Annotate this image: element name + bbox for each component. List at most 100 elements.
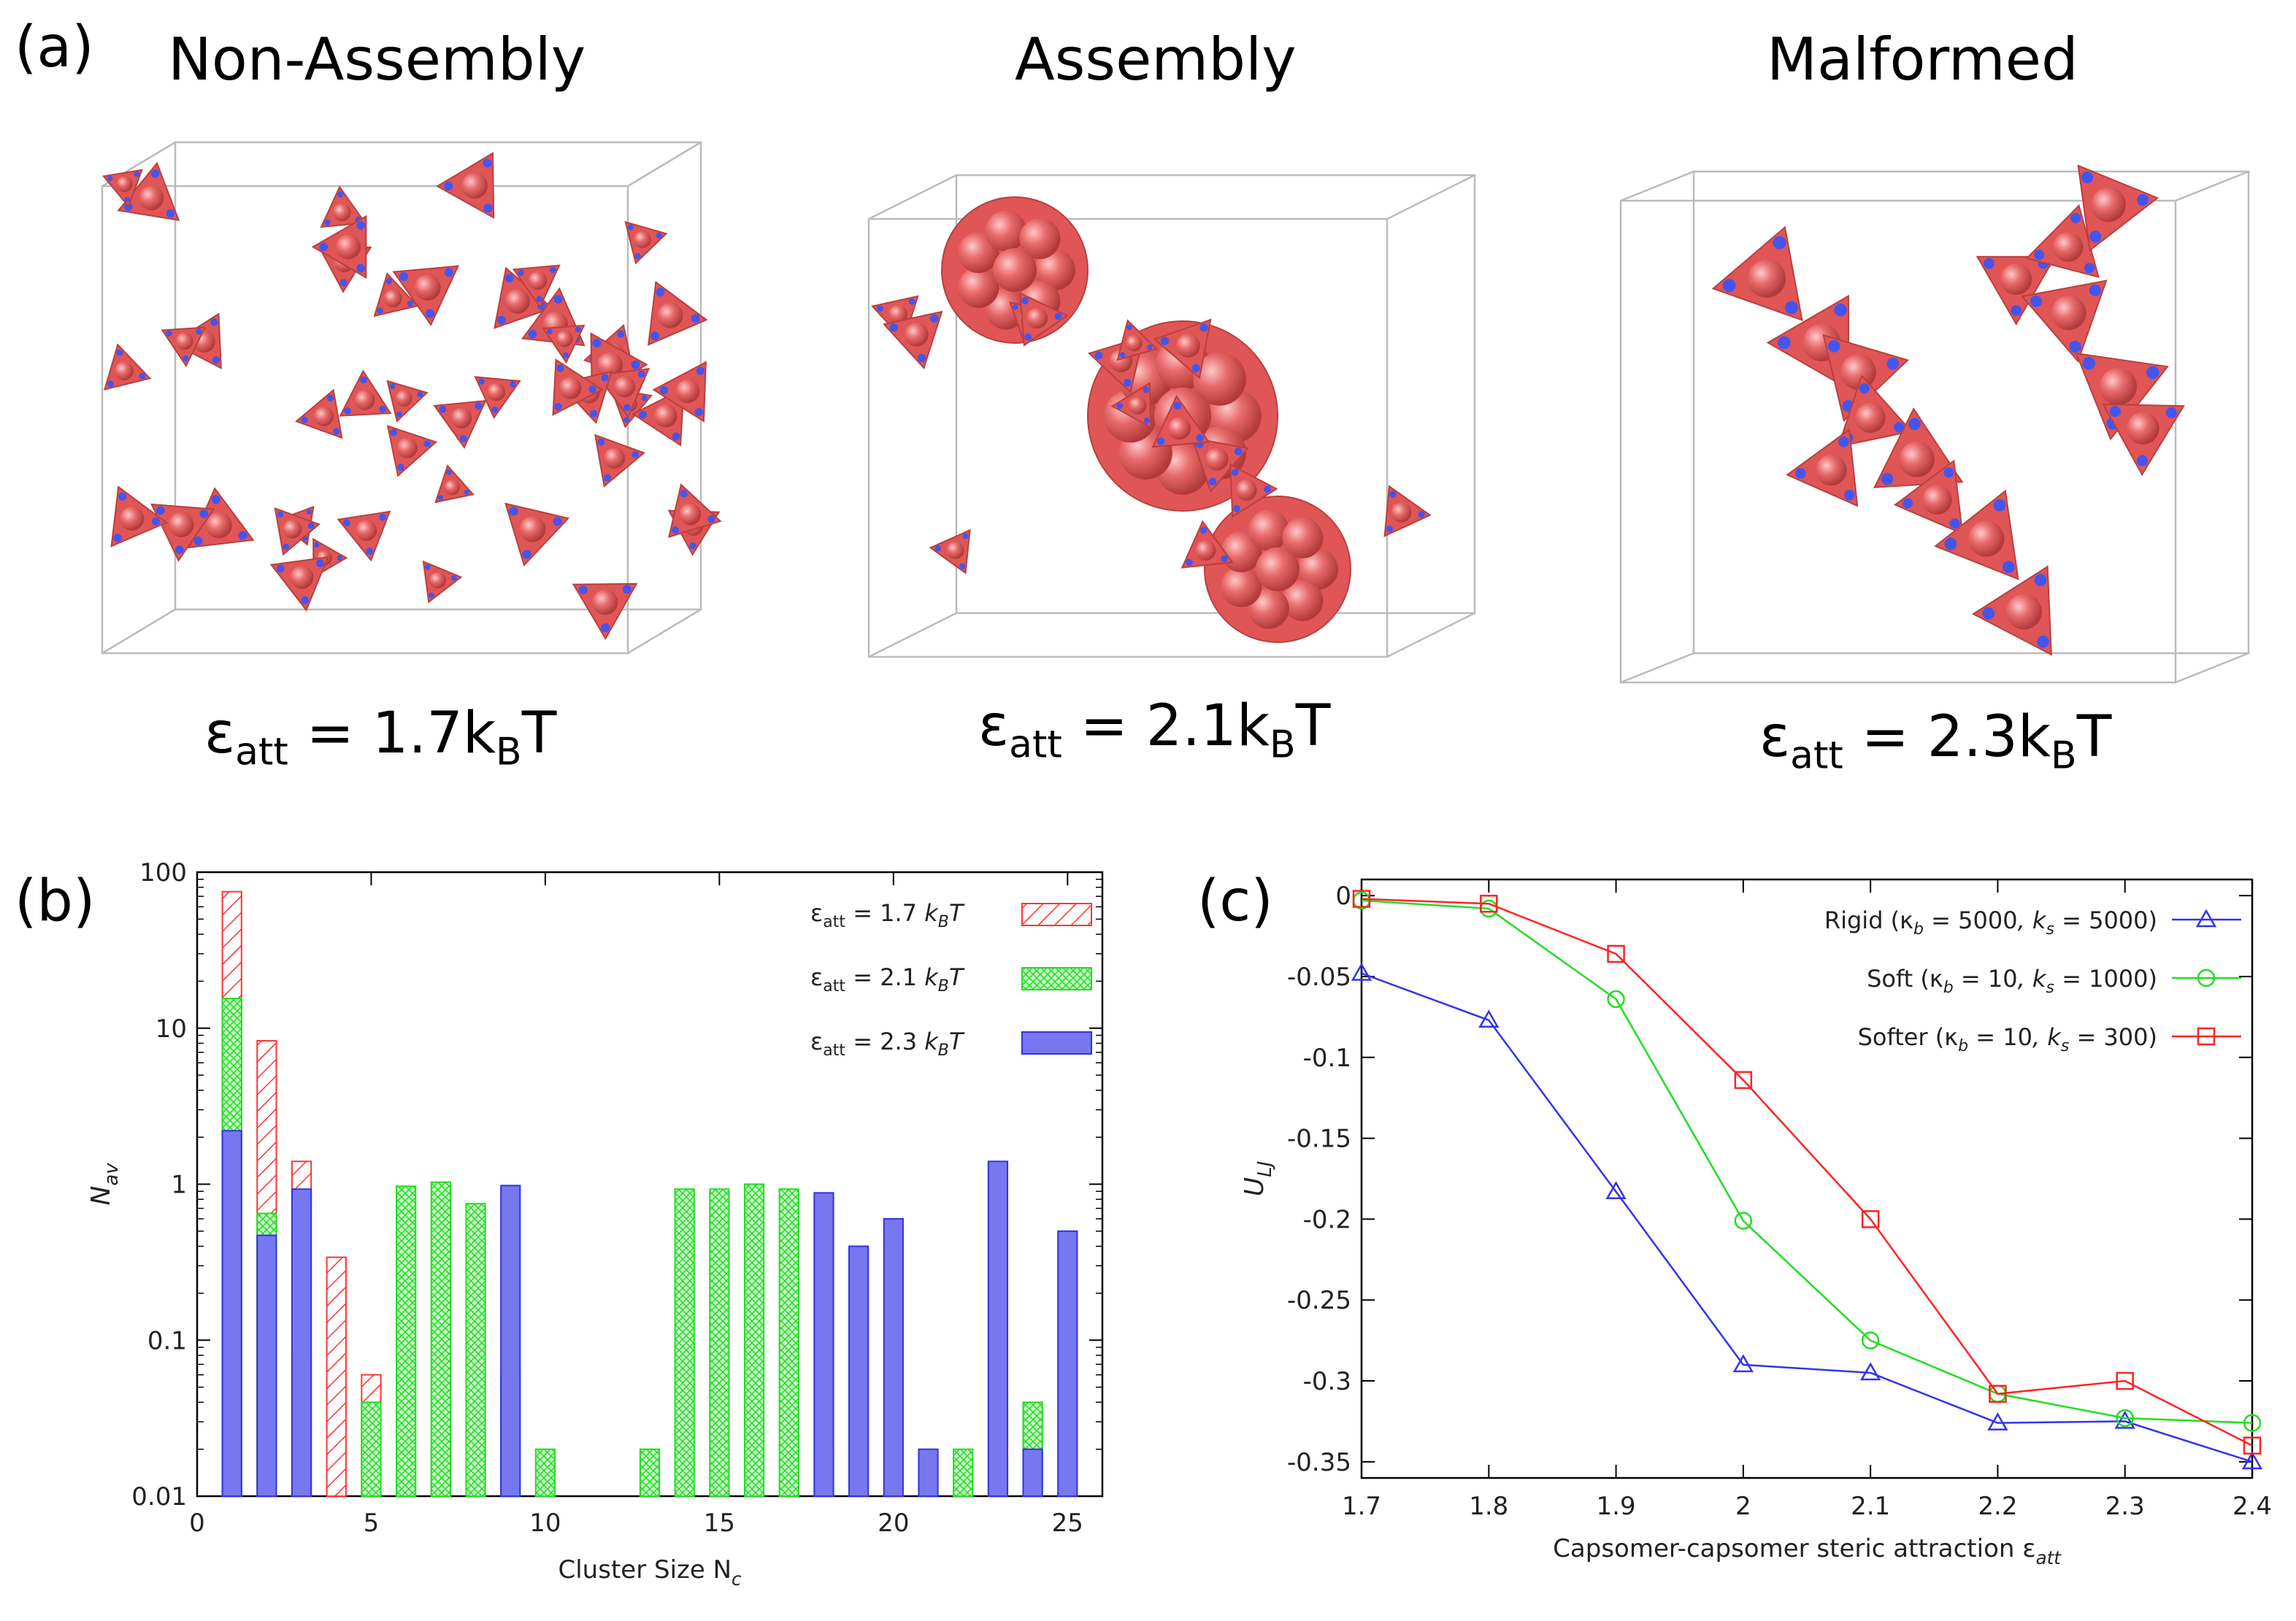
binding-site (1234, 447, 1243, 456)
binding-site (277, 511, 284, 518)
bar-eps-2.1 (674, 1188, 695, 1497)
binding-site (1722, 279, 1736, 293)
capsomer-center (175, 332, 193, 350)
binding-site (483, 158, 492, 168)
binding-site (1827, 340, 1840, 353)
binding-site (276, 564, 285, 573)
binding-site (1949, 518, 1960, 529)
data-point (2241, 1451, 2263, 1470)
capsomer-center (1816, 454, 1847, 486)
capsomer-particle (648, 280, 708, 346)
binding-site (464, 489, 470, 496)
bar-eps-2.3 (1057, 1230, 1078, 1497)
title-malformed: Malformed (1767, 26, 2078, 93)
binding-site (124, 196, 130, 203)
binding-site (2011, 305, 2022, 316)
binding-site (2081, 171, 2094, 184)
capsomer-center (679, 503, 702, 525)
binding-site (390, 428, 397, 436)
data-point (1732, 1354, 1754, 1373)
capsomer-particle (1383, 485, 1432, 538)
binding-site (601, 374, 609, 382)
binding-site (1908, 417, 1921, 431)
cluster-ball (1248, 509, 1289, 551)
binding-site (2034, 250, 2045, 261)
cluster-size-bar-chart: 0.01 0.1 1 10 100 0 5 10 15 20 25 Cluster Size Nc Na… (86, 858, 1104, 1590)
bar-eps-2.3 (500, 1185, 521, 1497)
binding-site (696, 366, 705, 375)
binding-site (2089, 231, 2102, 243)
capsomer-center (1235, 480, 1257, 501)
capsomer-center (414, 274, 441, 301)
cluster-ball (1193, 353, 1246, 406)
capsomer-particle (1110, 382, 1152, 428)
y-tick-label: -0.15 (1287, 1125, 1351, 1154)
binding-site (1156, 437, 1165, 445)
binding-site (166, 330, 172, 337)
binding-site (627, 224, 634, 231)
bar-eps-2.1 (430, 1181, 451, 1497)
capsomer-particle (494, 266, 554, 329)
capsomer-particle (1229, 463, 1278, 518)
bar-eps-2.3 (291, 1188, 312, 1497)
bar-eps-2.1 (639, 1448, 661, 1498)
series-line (1361, 972, 2253, 1463)
binding-site (366, 547, 374, 555)
binding-site (908, 298, 915, 305)
capsomer-particle (1153, 318, 1212, 380)
x-tick-label: 2 (1735, 1492, 1751, 1521)
binding-site (1208, 477, 1217, 486)
binding-site (389, 383, 396, 389)
binding-site (1124, 379, 1132, 387)
data-point (1861, 1331, 1880, 1349)
capsomer-center (519, 516, 546, 542)
capsomer-center (290, 566, 314, 589)
x-tick-label: 25 (1052, 1509, 1083, 1538)
binding-site (2069, 340, 2081, 353)
binding-site (307, 509, 312, 515)
binding-site (196, 328, 202, 335)
binding-site (156, 506, 165, 515)
binding-site (1199, 526, 1207, 534)
y-tick-label: 100 (139, 858, 187, 887)
binding-site (301, 596, 310, 604)
binding-site (344, 407, 351, 415)
binding-site (1982, 607, 1995, 620)
capsomer-center (1195, 540, 1216, 561)
capsomer-particle (104, 343, 152, 391)
binding-site (1894, 422, 1905, 433)
eps-sub: att (235, 730, 288, 774)
data-point (1734, 1212, 1753, 1230)
binding-site (1886, 358, 1900, 370)
binding-site (439, 406, 447, 413)
binding-site (2084, 263, 2095, 274)
cluster-ball (1282, 517, 1324, 558)
binding-site (575, 326, 581, 333)
x-tick-label: 2.4 (2232, 1492, 2272, 1521)
binding-site (2136, 455, 2149, 466)
binding-site (113, 534, 122, 542)
legend-label: εatt = 2.3 kBT (810, 1028, 965, 1060)
binding-site (497, 315, 506, 325)
binding-site (379, 513, 387, 521)
binding-site (592, 339, 602, 347)
binding-site (385, 278, 392, 285)
capsomer-center (206, 512, 232, 539)
capsomer-particle (668, 483, 722, 539)
binding-site (444, 181, 453, 190)
capsomer-center (429, 571, 446, 589)
binding-site (1944, 537, 1957, 550)
eps-kb-sub: B (2051, 734, 2077, 778)
box-edge (868, 174, 957, 220)
binding-site (1160, 336, 1169, 345)
binding-site (397, 463, 404, 471)
data-point (1861, 1210, 1880, 1228)
binding-site (337, 555, 342, 561)
data-point (2243, 1414, 2262, 1432)
binding-site (2089, 284, 2101, 296)
binding-site (672, 432, 680, 441)
x-tick-label: 15 (704, 1509, 735, 1538)
binding-site (959, 563, 966, 569)
legend-label: Rigid (κb = 5000, ks = 5000) (1824, 906, 2157, 939)
y-axis-label: ULJ (1240, 1161, 1276, 1196)
